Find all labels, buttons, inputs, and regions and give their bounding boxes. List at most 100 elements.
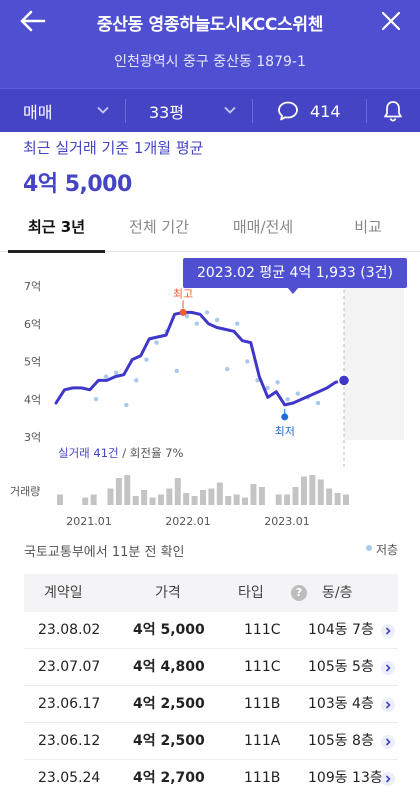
trade-point bbox=[134, 378, 139, 383]
x-tick-label: 2021.01 bbox=[66, 515, 112, 528]
help-icon[interactable]: ? bbox=[291, 585, 307, 601]
arrow-left-icon bbox=[20, 10, 46, 32]
table-row[interactable]: 23.05.24 4억 2,700 111B 109동 13층 bbox=[24, 760, 398, 794]
cell-date: 23.06.12 bbox=[38, 733, 101, 749]
legend-low-floor: 저층 bbox=[376, 543, 399, 557]
period-tabs: 최근 3년 전체 기간 매매/전세 비교 bbox=[0, 204, 420, 253]
volume-bar bbox=[292, 487, 299, 505]
area-label: 33평 bbox=[149, 103, 185, 122]
volume-bar bbox=[115, 478, 122, 505]
cell-type: 111B bbox=[244, 770, 281, 786]
cell-price: 4억 2,700 bbox=[133, 770, 205, 786]
cell-dong-floor: 103동 4층 bbox=[308, 696, 374, 712]
cell-date: 23.08.02 bbox=[38, 622, 101, 638]
price-line bbox=[54, 310, 346, 407]
trade-point bbox=[275, 380, 280, 385]
summary-subtitle: 최근 실거래 기준 1개월 평균 bbox=[23, 139, 204, 157]
chevron-down-icon bbox=[97, 106, 109, 114]
cell-date: 23.06.17 bbox=[38, 696, 101, 712]
header-dong-floor: 동/층 bbox=[322, 585, 353, 601]
y-tick-label: 4억 bbox=[24, 393, 41, 406]
volume-bar bbox=[200, 490, 206, 505]
comments-button[interactable]: 414 bbox=[276, 89, 341, 133]
tab-trade-lease[interactable]: 매매/전세 bbox=[232, 218, 294, 236]
tab-all-period[interactable]: 전체 기간 bbox=[129, 218, 189, 236]
volume-bar bbox=[326, 488, 333, 505]
chevron-right-icon[interactable] bbox=[381, 624, 395, 638]
current-period-shade bbox=[344, 272, 404, 440]
trade-point bbox=[265, 385, 270, 391]
bell-icon bbox=[384, 101, 402, 122]
volume-bar bbox=[191, 496, 198, 505]
table-header: 계약일 가격 타입 ? 동/층 bbox=[24, 574, 398, 612]
y-tick-label: 5억 bbox=[24, 356, 41, 369]
volume-bar bbox=[216, 482, 223, 505]
y-tick-label: 7억 bbox=[24, 280, 41, 293]
cell-dong-floor: 104동 7층 bbox=[308, 622, 374, 638]
tooltip-arrow bbox=[287, 287, 299, 294]
cell-dong-floor: 109동 13층 bbox=[308, 770, 383, 786]
close-button[interactable] bbox=[376, 6, 406, 36]
divider bbox=[252, 99, 253, 123]
chevron-right-icon[interactable] bbox=[381, 735, 395, 749]
cell-dong-floor: 105동 8층 bbox=[308, 733, 374, 749]
header-type: 타입 bbox=[238, 585, 264, 601]
table-row[interactable]: 23.06.17 4억 2,500 111B 103동 4층 bbox=[24, 686, 398, 723]
chevron-right-icon[interactable] bbox=[381, 698, 395, 712]
cell-price: 4억 4,800 bbox=[133, 659, 205, 675]
divider bbox=[366, 99, 367, 123]
trade-point bbox=[154, 340, 159, 345]
close-icon bbox=[381, 11, 401, 31]
trade-point bbox=[204, 310, 210, 315]
cell-type: 111C bbox=[244, 659, 281, 675]
cell-type: 111A bbox=[244, 733, 281, 749]
cell-price: 4억 5,000 bbox=[133, 622, 205, 638]
trade-point bbox=[255, 378, 260, 383]
back-button[interactable] bbox=[18, 6, 50, 36]
volume-bar bbox=[225, 496, 232, 505]
trade-point bbox=[174, 368, 179, 374]
trade-point bbox=[214, 317, 220, 323]
x-tick-label: 2023.01 bbox=[264, 515, 310, 528]
low-label: 최저 bbox=[275, 425, 295, 438]
notification-button[interactable] bbox=[382, 89, 404, 133]
volume-bar bbox=[141, 490, 148, 505]
tab-recent-3y[interactable]: 최근 3년 bbox=[27, 218, 86, 236]
active-tab-indicator bbox=[8, 250, 105, 253]
chevron-right-icon[interactable] bbox=[381, 661, 395, 675]
trade-point bbox=[93, 397, 99, 402]
average-price: 4억 5,000 bbox=[23, 172, 132, 197]
trade-point bbox=[144, 357, 149, 362]
trade-point bbox=[113, 370, 119, 376]
volume-bar bbox=[107, 488, 114, 505]
x-tick-label: 2022.01 bbox=[165, 515, 211, 528]
table-row[interactable]: 23.08.02 4억 5,000 111C 104동 7층 bbox=[24, 612, 398, 649]
trade-point bbox=[194, 321, 200, 326]
chevron-right-icon[interactable] bbox=[381, 772, 395, 786]
volume-bar bbox=[343, 494, 349, 505]
volume-bar bbox=[132, 496, 139, 505]
current-point bbox=[337, 374, 351, 387]
chevron-down-icon bbox=[224, 106, 236, 114]
volume-bar bbox=[208, 488, 215, 505]
volume-bar bbox=[284, 494, 291, 505]
cell-date: 23.05.24 bbox=[38, 770, 101, 786]
low-marker bbox=[281, 413, 289, 421]
cell-price: 4억 2,500 bbox=[133, 733, 205, 749]
trade-point bbox=[295, 391, 301, 396]
page-title: 중산동 영종하늘도시KCC스위첸 bbox=[96, 15, 324, 35]
trade-type-label: 매매 bbox=[23, 103, 53, 122]
volume-bar bbox=[317, 479, 324, 505]
address-text: 인천광역시 중구 중산동 1879-1 bbox=[114, 54, 306, 70]
area-select[interactable]: 33평 bbox=[149, 89, 184, 133]
table-row[interactable]: 23.06.12 4억 2,500 111A 105동 8층 bbox=[24, 723, 398, 760]
trade-point bbox=[285, 397, 290, 402]
trade-type-select[interactable]: 매매 bbox=[23, 89, 52, 133]
cell-price: 4억 2,500 bbox=[133, 696, 205, 712]
volume-bar bbox=[309, 475, 316, 505]
app-header: 중산동 영종하늘도시KCC스위첸 인천광역시 중구 중산동 1879-1 bbox=[0, 0, 420, 88]
header-price: 가격 bbox=[155, 585, 181, 601]
table-row[interactable]: 23.07.07 4억 4,800 111C 105동 5층 bbox=[24, 649, 398, 686]
tab-compare[interactable]: 비교 bbox=[354, 218, 382, 236]
